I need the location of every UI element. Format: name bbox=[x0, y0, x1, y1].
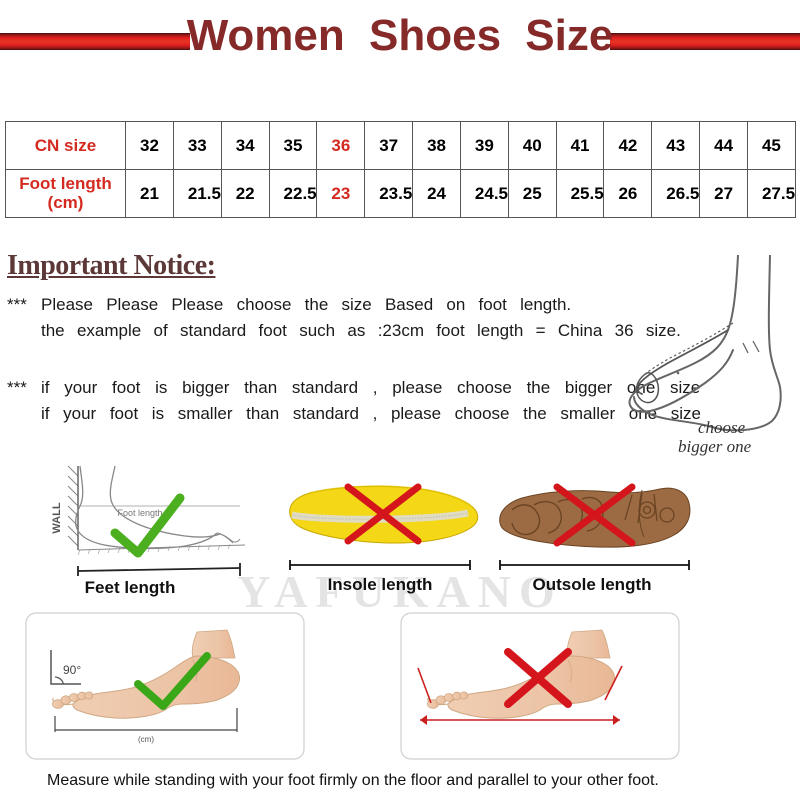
svg-text:90°: 90° bbox=[63, 663, 81, 677]
svg-text:WALL: WALL bbox=[51, 502, 63, 533]
svg-text:choose: choose bbox=[698, 418, 746, 437]
svg-text:(cm): (cm) bbox=[138, 735, 154, 744]
svg-text:Foot length: Foot length bbox=[117, 508, 162, 518]
svg-text:bigger one: bigger one bbox=[678, 437, 752, 456]
